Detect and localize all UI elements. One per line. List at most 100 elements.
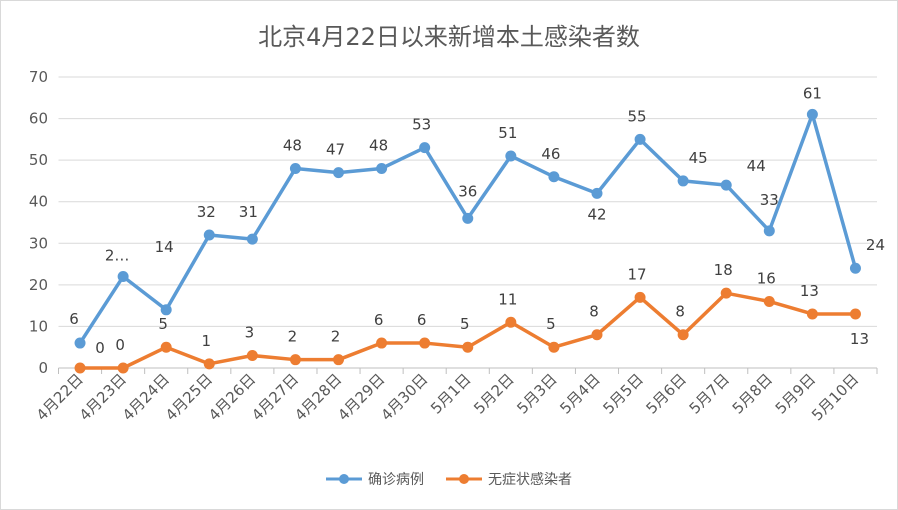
x-tick-label: 4月29日 [334,370,388,424]
data-point [419,337,431,349]
data-label: 5 [460,315,470,333]
x-tick-label: 4月28日 [291,370,345,424]
data-label: 48 [283,136,302,154]
data-point [677,329,689,341]
data-point [203,358,215,370]
x-tick-label: 4月23日 [76,370,130,424]
x-tick-label: 4月27日 [248,370,302,424]
data-label: 8 [589,303,599,321]
data-label: 53 [412,116,431,134]
data-point [548,171,560,183]
data-label: 2… [105,247,130,265]
y-tick-label: 40 [29,193,48,211]
x-tick-label: 5月2日 [470,370,517,417]
data-point [117,362,129,374]
y-tick-label: 60 [29,110,48,128]
data-point [462,341,474,353]
x-tick-label: 4月30日 [377,370,431,424]
data-label: 6 [69,310,79,328]
data-label: 14 [155,238,174,256]
data-label: 5 [546,315,556,333]
x-tick-label: 5月5日 [599,370,646,417]
data-point [74,337,86,349]
legend-label: 确诊病例 [368,472,424,488]
data-point [548,341,560,353]
data-point [246,233,258,245]
data-point [634,133,646,145]
data-label: 42 [587,205,606,223]
data-label: 36 [458,182,477,200]
data-point [289,354,301,366]
data-label: 0 [115,336,125,354]
legend-item-confirmed: 确诊病例 [326,469,424,489]
x-tick-label: 5月4日 [556,370,603,417]
data-label: 48 [369,136,388,154]
data-label: 3 [245,324,255,342]
x-tick-label: 5月8日 [729,370,776,417]
data-point [160,341,172,353]
legend: 确诊病例 无症状感染者 [1,469,897,489]
data-point [720,287,732,299]
x-tick-label: 4月25日 [162,370,216,424]
data-label: 51 [498,124,517,142]
data-label: 11 [498,290,517,308]
data-label: 16 [757,269,776,287]
x-tick-label: 4月24日 [119,370,173,424]
x-tick-label: 4月26日 [205,370,259,424]
data-point [376,337,388,349]
data-point [591,329,603,341]
data-point [763,295,775,307]
data-label: 5 [158,315,168,333]
data-point [849,262,861,274]
legend-item-asymptomatic: 无症状感染者 [446,469,572,489]
y-tick-label: 70 [29,68,48,86]
data-point [246,350,258,362]
data-point [634,291,646,303]
data-point [333,354,345,366]
data-label: 18 [714,261,733,279]
data-point [806,108,818,120]
data-point [462,212,474,224]
data-label: 47 [326,141,345,159]
data-point [720,179,732,191]
data-point [505,150,517,162]
data-label: 2 [331,328,341,346]
data-label: 2 [288,328,298,346]
data-point [289,162,301,174]
data-label: 45 [689,149,708,167]
data-point [806,308,818,320]
data-point [591,187,603,199]
data-label: 6 [374,311,384,329]
data-label: 13 [800,282,819,300]
y-tick-label: 10 [29,317,48,335]
y-tick-label: 30 [29,234,48,252]
legend-marker-confirmed [326,474,362,484]
data-label: 32 [197,203,216,221]
series-line-confirmed [78,112,858,345]
data-point [117,271,129,283]
data-label: 13 [850,330,869,348]
x-tick-label: 5月6日 [643,370,690,417]
data-point [763,225,775,237]
data-label: 33 [760,191,779,209]
data-label: 55 [628,107,647,125]
data-point [376,162,388,174]
y-tick-label: 0 [38,359,48,377]
data-label: 17 [628,265,647,283]
data-label: 6 [417,311,427,329]
data-label: 46 [541,145,560,163]
y-tick-label: 20 [29,276,48,294]
data-label: 44 [747,157,766,175]
data-point [677,175,689,187]
data-label: 24 [866,236,885,254]
data-label: 31 [239,203,258,221]
x-tick-label: 4月22日 [33,370,87,424]
x-tick-label: 5月1日 [427,370,474,417]
data-label: 0 [95,339,105,357]
x-tick-label: 5月3日 [513,370,560,417]
line-chart: 0102030405060704月22日4月23日4月24日4月25日4月26日… [29,68,885,424]
chart-title: 北京4月22日以来新增本土感染者数 [258,23,640,51]
data-point [333,167,345,179]
x-tick-label: 5月10日 [808,370,862,424]
